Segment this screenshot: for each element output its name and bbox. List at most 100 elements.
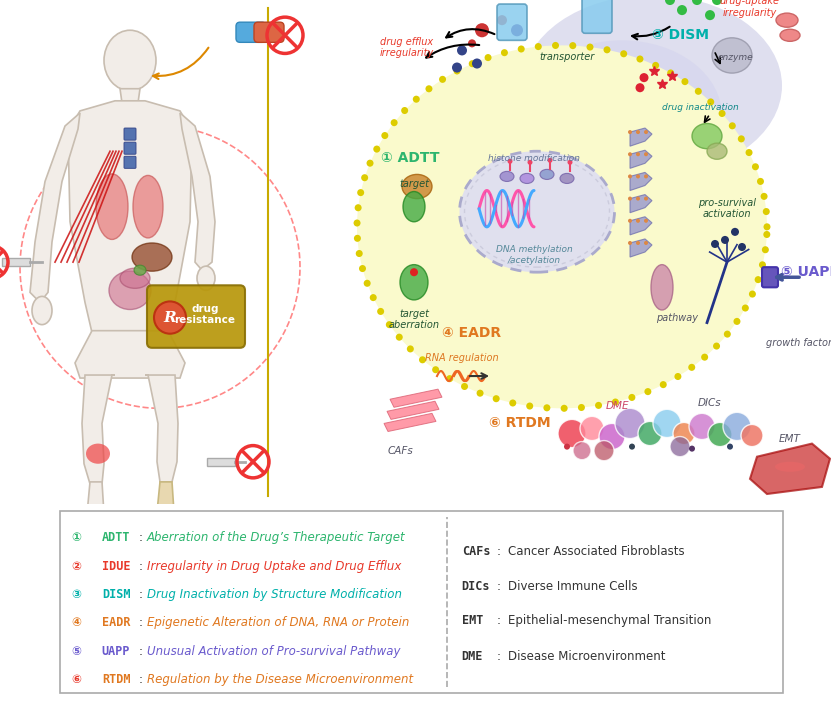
Text: target: target — [399, 180, 429, 190]
Ellipse shape — [86, 443, 110, 464]
Text: ② IDUE: ② IDUE — [507, 0, 561, 2]
Circle shape — [452, 63, 462, 73]
Circle shape — [727, 443, 733, 450]
Circle shape — [361, 174, 368, 181]
Circle shape — [644, 174, 648, 178]
FancyBboxPatch shape — [762, 267, 778, 288]
Circle shape — [667, 69, 674, 76]
Text: pro-survival
activation: pro-survival activation — [698, 198, 756, 219]
Circle shape — [628, 394, 636, 401]
Ellipse shape — [104, 30, 156, 91]
Circle shape — [652, 62, 659, 69]
FancyBboxPatch shape — [582, 0, 612, 33]
FancyBboxPatch shape — [497, 4, 527, 40]
Ellipse shape — [120, 268, 150, 288]
Circle shape — [509, 400, 516, 407]
Polygon shape — [180, 113, 215, 270]
Circle shape — [759, 262, 766, 269]
Text: DNA methylation
/acetylation: DNA methylation /acetylation — [495, 245, 573, 265]
Text: Regulation by the Disease Microenvironment: Regulation by the Disease Microenvironme… — [147, 673, 413, 686]
Circle shape — [653, 410, 681, 438]
Polygon shape — [630, 150, 652, 168]
Circle shape — [764, 231, 770, 238]
Circle shape — [695, 87, 702, 95]
Circle shape — [548, 158, 553, 163]
Text: :: : — [138, 616, 142, 630]
Circle shape — [469, 60, 475, 67]
Circle shape — [377, 308, 384, 315]
Polygon shape — [157, 482, 176, 525]
Ellipse shape — [96, 174, 128, 240]
Circle shape — [724, 331, 730, 338]
Circle shape — [628, 130, 632, 134]
Circle shape — [484, 54, 492, 61]
Circle shape — [644, 197, 648, 201]
Ellipse shape — [776, 13, 798, 27]
Ellipse shape — [522, 40, 722, 192]
Circle shape — [701, 354, 708, 361]
Text: ⑥ RTDM: ⑥ RTDM — [489, 417, 551, 431]
Circle shape — [457, 45, 467, 56]
Circle shape — [675, 373, 681, 380]
Circle shape — [677, 5, 687, 15]
Text: growth factors: growth factors — [766, 338, 831, 348]
Text: :: : — [138, 644, 142, 658]
Circle shape — [636, 152, 640, 157]
Circle shape — [752, 164, 759, 171]
Text: enzyme: enzyme — [717, 53, 753, 62]
Text: Unusual Activation of Pro-survival Pathway: Unusual Activation of Pro-survival Pathw… — [147, 644, 401, 658]
Text: ②: ② — [71, 560, 81, 572]
Circle shape — [644, 241, 648, 245]
Circle shape — [708, 422, 732, 446]
Circle shape — [401, 107, 408, 114]
Circle shape — [673, 422, 695, 445]
Circle shape — [628, 174, 632, 178]
Polygon shape — [68, 101, 192, 333]
Circle shape — [612, 398, 619, 405]
Circle shape — [757, 178, 764, 185]
Circle shape — [729, 122, 735, 129]
Circle shape — [670, 436, 690, 457]
Text: EADR: EADR — [102, 616, 130, 630]
Circle shape — [711, 240, 719, 248]
Polygon shape — [390, 389, 442, 407]
Circle shape — [373, 145, 381, 152]
Text: ①: ① — [71, 532, 81, 544]
Text: :: : — [138, 588, 142, 601]
Circle shape — [636, 174, 640, 178]
Text: pathway: pathway — [656, 312, 698, 323]
Ellipse shape — [134, 265, 146, 275]
Circle shape — [712, 0, 722, 5]
Text: Diverse Immune Cells: Diverse Immune Cells — [508, 580, 637, 594]
Text: Epithelial-mesenchymal Transition: Epithelial-mesenchymal Transition — [508, 615, 711, 627]
Polygon shape — [387, 401, 439, 419]
Polygon shape — [120, 89, 140, 103]
Text: RNA regulation: RNA regulation — [425, 353, 499, 363]
Circle shape — [407, 345, 414, 352]
Text: target
aberration: target aberration — [389, 309, 440, 331]
FancyBboxPatch shape — [254, 22, 284, 42]
Circle shape — [386, 321, 393, 329]
Circle shape — [644, 388, 652, 395]
Text: CAFs: CAFs — [462, 544, 490, 558]
Text: ⑤ UAPP: ⑤ UAPP — [780, 265, 831, 279]
Ellipse shape — [522, 0, 782, 176]
Text: ① ADTT: ① ADTT — [381, 152, 440, 165]
Text: IDUE: IDUE — [102, 560, 130, 572]
Polygon shape — [630, 195, 652, 213]
Circle shape — [587, 44, 593, 51]
Circle shape — [636, 130, 640, 134]
Circle shape — [628, 219, 632, 223]
Circle shape — [741, 424, 763, 446]
Ellipse shape — [560, 173, 574, 183]
Text: R: R — [164, 311, 176, 324]
Circle shape — [154, 302, 186, 333]
Circle shape — [629, 443, 635, 450]
Circle shape — [543, 404, 550, 411]
Circle shape — [535, 43, 542, 50]
Circle shape — [439, 76, 446, 83]
Circle shape — [497, 15, 507, 25]
Polygon shape — [145, 375, 178, 482]
Circle shape — [644, 219, 648, 223]
Circle shape — [636, 241, 640, 245]
